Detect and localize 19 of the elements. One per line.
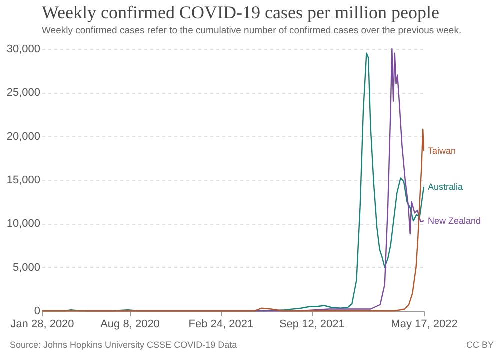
x-tick-label: Aug 8, 2020 — [100, 318, 160, 330]
y-tick-label: 5,000 — [12, 262, 40, 274]
y-tick-label: 30,000 — [6, 44, 40, 56]
y-tick-label: 25,000 — [6, 87, 40, 100]
x-tick-label: Jan 28, 2020 — [10, 318, 74, 330]
y-tick-label: 0 — [34, 306, 40, 318]
source-note: Source: Johns Hopkins University CSSE COVID-19 Data — [10, 340, 238, 350]
x-tick-label: Sep 12, 2021 — [279, 318, 345, 330]
y-tick-label: 15,000 — [6, 174, 40, 186]
y-tick-label: 10,000 — [6, 218, 40, 230]
series-label: Australia — [428, 182, 464, 192]
chart-title: Weekly confirmed COVID-19 cases per million people — [42, 2, 440, 22]
x-tick-label: May 17, 2022 — [391, 318, 458, 330]
series-label: New Zealand — [428, 216, 482, 226]
series-label: Taiwan — [428, 146, 456, 156]
chart-subtitle: Weekly confirmed cases refer to the cumulative number of confirmed cases over the previous week. — [42, 26, 462, 36]
x-tick-label: Feb 24, 2021 — [188, 318, 254, 330]
y-tick-label: 20,000 — [6, 130, 40, 143]
text: CC BY — [466, 340, 494, 350]
